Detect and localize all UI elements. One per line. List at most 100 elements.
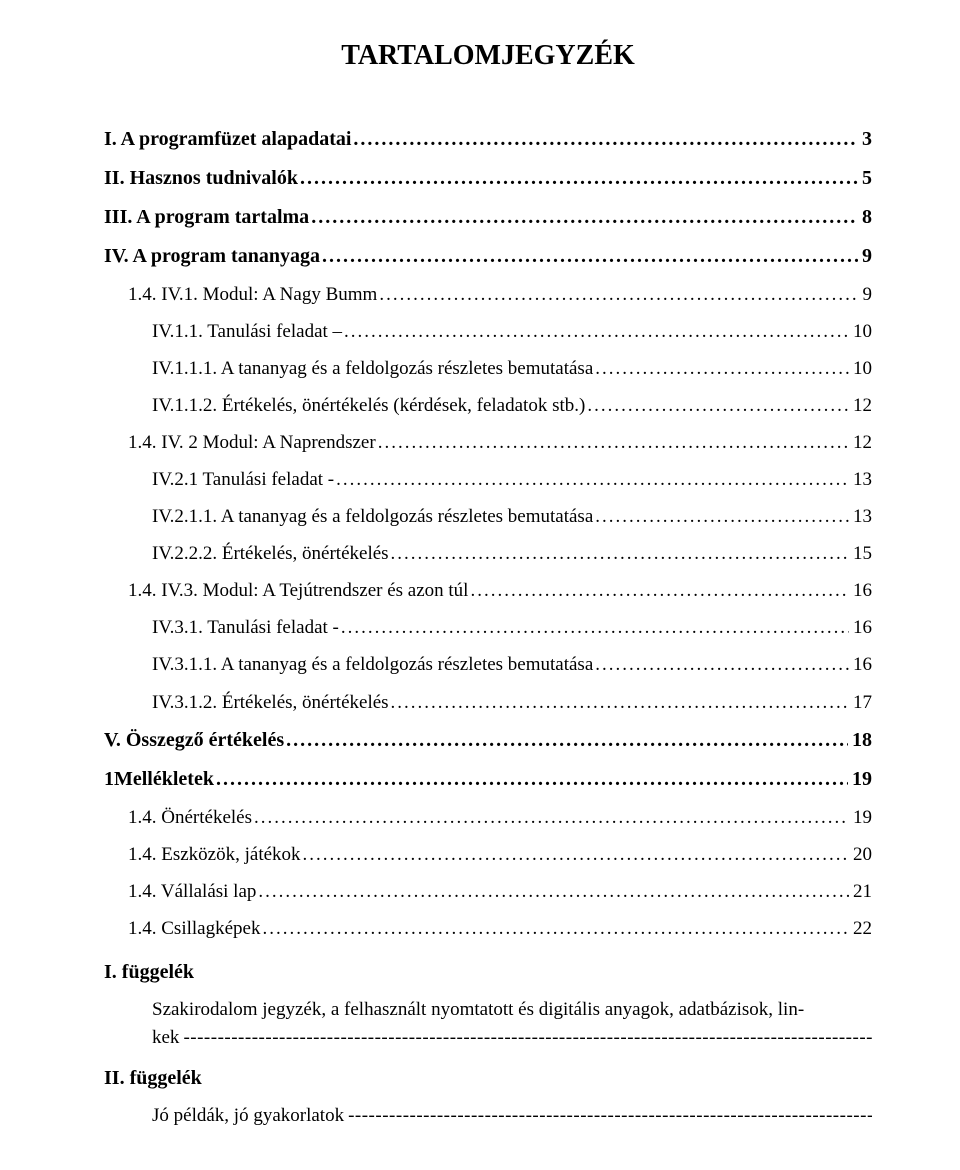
toc-entry-label: IV. A program tananyaga — [104, 237, 320, 276]
toc-entry-page: 16 — [849, 572, 872, 609]
toc-entry-page: 18 — [848, 721, 872, 760]
toc-entry: 1.4. Vállalási lap......................… — [128, 873, 872, 910]
toc-entry-label: IV.3.1. Tanulási feladat - — [152, 609, 339, 646]
toc-entry-leader: ........................................… — [585, 387, 849, 424]
toc-container: I. A programfüzet alapadatai............… — [104, 120, 872, 947]
toc-entry-label: IV.1.1.1. A tananyag és a feldolgozás ré… — [152, 350, 593, 387]
toc-entry: IV.1.1.2. Értékelés, önértékelés (kérdés… — [152, 387, 872, 424]
toc-entry-leader: ........................................… — [389, 535, 849, 572]
toc-entry: 1.4. Eszközök, játékok..................… — [128, 836, 872, 873]
toc-entry-leader: ........................................… — [376, 424, 849, 461]
toc-entry-page: 13 — [849, 461, 872, 498]
toc-entry-label: IV.1.1. Tanulási feladat – — [152, 313, 342, 350]
toc-entry-leader: ........................................… — [260, 910, 849, 947]
toc-entry-leader: ........................................… — [320, 237, 858, 276]
toc-entry: IV. A program tananyaga.................… — [104, 237, 872, 276]
toc-entry-label: IV.2.2.2. Értékelés, önértékelés — [152, 535, 389, 572]
toc-entry-leader: ........................................… — [377, 276, 858, 313]
toc-entry-leader: ........................................… — [593, 498, 849, 535]
toc-entry: IV.3.1.1. A tananyag és a feldolgozás ré… — [152, 646, 872, 683]
toc-entry-leader: ........................................… — [309, 198, 858, 237]
toc-entry-label: 1.4. Önértékelés — [128, 799, 252, 836]
toc-entry-label: 1Mellékletek — [104, 760, 214, 799]
toc-entry-page: 10 — [849, 350, 872, 387]
toc-entry-leader: ........................................… — [284, 721, 848, 760]
toc-entry: III. A program tartalma.................… — [104, 198, 872, 237]
page-title: TARTALOMJEGYZÉK — [104, 40, 872, 72]
toc-entry: 1.4. Önértékelés........................… — [128, 799, 872, 836]
toc-entry-label: IV.2.1.1. A tananyag és a feldolgozás ré… — [152, 498, 593, 535]
toc-entry: IV.3.1. Tanulási feladat -..............… — [152, 609, 872, 646]
toc-entry-page: 9 — [859, 276, 873, 313]
toc-entry: 1.4. Csillagképek.......................… — [128, 910, 872, 947]
toc-entry-leader: ........................................… — [252, 799, 849, 836]
toc-entry-leader: ........................................… — [339, 609, 849, 646]
toc-entry-page: 5 — [858, 159, 872, 198]
toc-entry: IV.2.1 Tanulási feladat -...............… — [152, 461, 872, 498]
toc-entry-page: 21 — [849, 873, 872, 910]
toc-entry-label: 1.4. IV. 2 Modul: A Naprendszer — [128, 424, 376, 461]
appendix-1-head: I. függelék — [104, 953, 872, 992]
toc-entry-label: IV.3.1.1. A tananyag és a feldolgozás ré… — [152, 646, 593, 683]
toc-entry-page: 12 — [849, 387, 872, 424]
toc-entry: 1.4. IV.3. Modul: A Tejútrendszer és azo… — [128, 572, 872, 609]
toc-entry-leader: ........................................… — [214, 760, 848, 799]
toc-entry: 1Mellékletek............................… — [104, 760, 872, 799]
toc-entry-leader: ........................................… — [593, 350, 849, 387]
toc-entry: 1.4. IV.1. Modul: A Nagy Bumm...........… — [128, 276, 872, 313]
toc-entry-page: 9 — [858, 237, 872, 276]
toc-entry-page: 19 — [848, 760, 872, 799]
toc-entry-label: 1.4. Eszközök, játékok — [128, 836, 301, 873]
toc-entry-leader: ........................................… — [256, 873, 849, 910]
toc-entry-page: 15 — [849, 535, 872, 572]
toc-entry: IV.2.2.2. Értékelés, önértékelés........… — [152, 535, 872, 572]
toc-entry-page: 3 — [858, 120, 872, 159]
toc-entry-leader: ........................................… — [389, 684, 849, 721]
toc-entry-label: I. A programfüzet alapadatai — [104, 120, 351, 159]
appendix-1-line1: Szakirodalom jegyzék, a felhasznált nyom… — [152, 996, 872, 1025]
toc-entry-page: 12 — [849, 424, 872, 461]
toc-entry: IV.3.1.2. Értékelés, önértékelés........… — [152, 684, 872, 721]
toc-entry-label: IV.3.1.2. Értékelés, önértékelés — [152, 684, 389, 721]
appendix-2-pre: Jó példák, jó gyakorlatok — [152, 1102, 344, 1131]
toc-entry: IV.1.1. Tanulási feladat –..............… — [152, 313, 872, 350]
appendix-1-line2: kek ------------------------------------… — [152, 1024, 872, 1053]
toc-entry-label: IV.2.1 Tanulási feladat - — [152, 461, 334, 498]
toc-entry: V. Összegző értékelés...................… — [104, 721, 872, 760]
toc-entry-label: 1.4. IV.3. Modul: A Tejútrendszer és azo… — [128, 572, 468, 609]
toc-entry: II. Hasznos tudnivalók..................… — [104, 159, 872, 198]
toc-entry-page: 16 — [849, 646, 872, 683]
toc-entry-page: 16 — [849, 609, 872, 646]
toc-entry: IV.2.1.1. A tananyag és a feldolgozás ré… — [152, 498, 872, 535]
toc-entry-leader: ........................................… — [342, 313, 849, 350]
toc-entry-leader: ........................................… — [351, 120, 858, 159]
toc-entry-leader: ........................................… — [298, 159, 858, 198]
toc-entry-page: 10 — [849, 313, 872, 350]
toc-entry: I. A programfüzet alapadatai............… — [104, 120, 872, 159]
toc-entry-label: IV.1.1.2. Értékelés, önértékelés (kérdés… — [152, 387, 585, 424]
appendix-2-line: Jó példák, jó gyakorlatok --------------… — [152, 1102, 872, 1131]
appendix-2-dashes: ----------------------------------------… — [344, 1102, 872, 1131]
toc-entry-label: III. A program tartalma — [104, 198, 309, 237]
toc-entry-page: 17 — [849, 684, 872, 721]
toc-entry-label: 1.4. Csillagképek — [128, 910, 260, 947]
toc-entry-page: 22 — [849, 910, 872, 947]
toc-entry-leader: ........................................… — [593, 646, 849, 683]
appendix-1-dashes: ----------------------------------------… — [179, 1024, 872, 1053]
toc-entry-leader: ........................................… — [468, 572, 849, 609]
toc-entry-label: 1.4. Vállalási lap — [128, 873, 256, 910]
toc-entry-leader: ........................................… — [334, 461, 849, 498]
toc-entry-leader: ........................................… — [301, 836, 849, 873]
appendix-1-body: Szakirodalom jegyzék, a felhasznált nyom… — [152, 996, 872, 1053]
toc-entry-label: 1.4. IV.1. Modul: A Nagy Bumm — [128, 276, 377, 313]
appendix-2-head: II. függelék — [104, 1059, 872, 1098]
toc-entry: 1.4. IV. 2 Modul: A Naprendszer.........… — [128, 424, 872, 461]
document-page: TARTALOMJEGYZÉK I. A programfüzet alapad… — [0, 0, 960, 1170]
toc-entry-page: 19 — [849, 799, 872, 836]
toc-entry-page: 20 — [849, 836, 872, 873]
appendix-1-pre: kek — [152, 1024, 179, 1053]
toc-entry-page: 8 — [858, 198, 872, 237]
toc-entry-label: V. Összegző értékelés — [104, 721, 284, 760]
toc-entry: IV.1.1.1. A tananyag és a feldolgozás ré… — [152, 350, 872, 387]
appendix-2-body: Jó példák, jó gyakorlatok --------------… — [152, 1102, 872, 1131]
